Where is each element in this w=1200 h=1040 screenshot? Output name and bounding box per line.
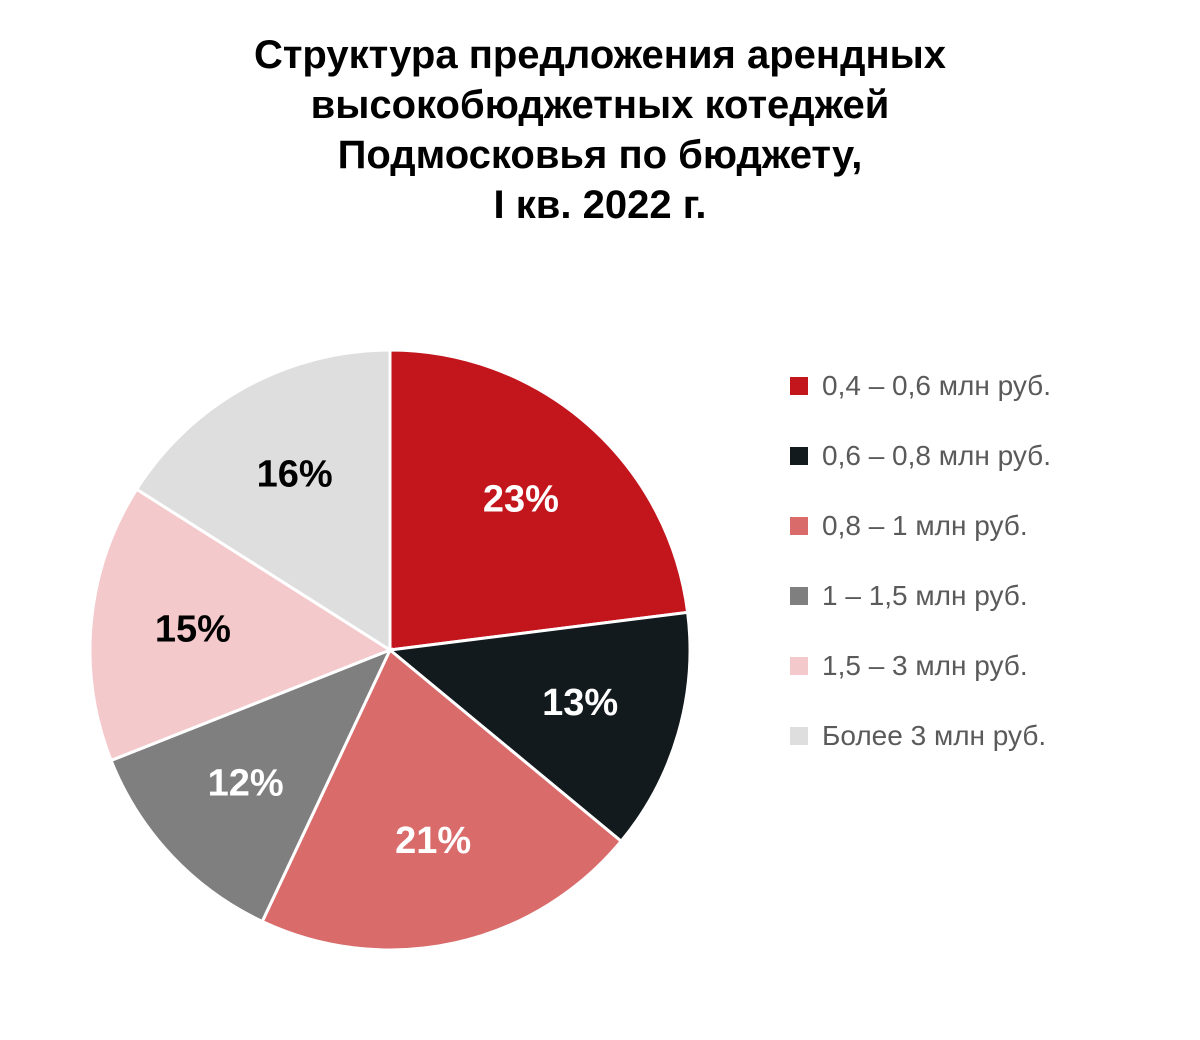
chart-title-line: Структура предложения арендных xyxy=(40,30,1160,80)
pie-slice-label: 21% xyxy=(395,820,471,862)
legend-swatch xyxy=(790,657,808,675)
pie-slice-label: 15% xyxy=(155,608,231,650)
pie-chart: 23% 13% 21% 12% 15% 16% xyxy=(40,300,740,1000)
chart-title: Структура предложения арендныхвысокобюдж… xyxy=(0,0,1200,230)
legend-label: Более 3 млн руб. xyxy=(822,720,1046,752)
legend-swatch xyxy=(790,517,808,535)
legend-item: 0,8 – 1 млн руб. xyxy=(790,510,1170,542)
legend-item: Более 3 млн руб. xyxy=(790,720,1170,752)
legend-item: 0,6 – 0,8 млн руб. xyxy=(790,440,1170,472)
legend-label: 0,4 – 0,6 млн руб. xyxy=(822,370,1051,402)
legend-item: 0,4 – 0,6 млн руб. xyxy=(790,370,1170,402)
legend-swatch xyxy=(790,447,808,465)
legend-item: 1,5 – 3 млн руб. xyxy=(790,650,1170,682)
chart-title-line: Подмосковья по бюджету, xyxy=(40,130,1160,180)
chart-container: Структура предложения арендныхвысокобюдж… xyxy=(0,0,1200,1040)
legend-swatch xyxy=(790,377,808,395)
legend-label: 0,8 – 1 млн руб. xyxy=(822,510,1028,542)
pie-slice-label: 13% xyxy=(542,682,618,724)
pie-slice-label: 12% xyxy=(208,763,284,805)
chart-title-line: высокобюджетных котеджей xyxy=(40,80,1160,130)
legend-label: 1,5 – 3 млн руб. xyxy=(822,650,1028,682)
legend: 0,4 – 0,6 млн руб. 0,6 – 0,8 млн руб. 0,8 … xyxy=(790,370,1170,790)
chart-title-line: I кв. 2022 г. xyxy=(40,180,1160,230)
legend-label: 1 – 1,5 млн руб. xyxy=(822,580,1028,612)
pie-slice-label: 23% xyxy=(483,479,559,521)
legend-swatch xyxy=(790,727,808,745)
pie-slice-label: 16% xyxy=(257,454,333,496)
legend-swatch xyxy=(790,587,808,605)
legend-item: 1 – 1,5 млн руб. xyxy=(790,580,1170,612)
legend-label: 0,6 – 0,8 млн руб. xyxy=(822,440,1051,472)
